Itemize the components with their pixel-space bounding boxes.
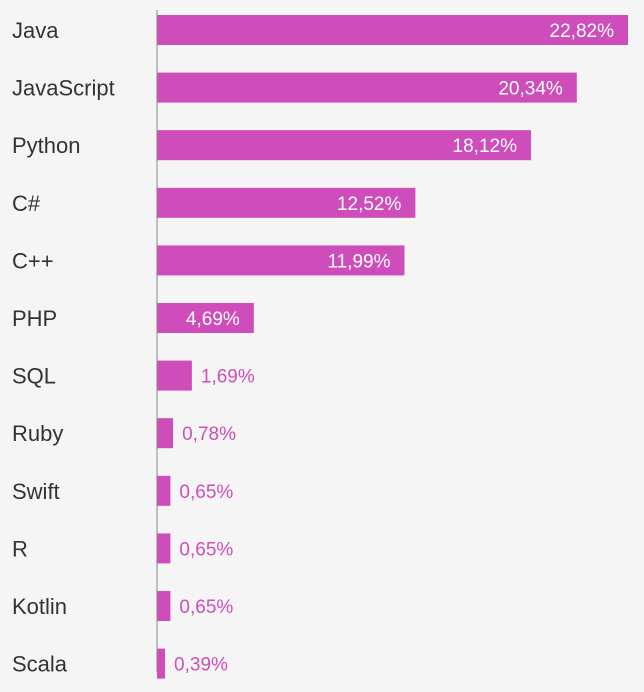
value-label: 0,78% (182, 424, 236, 445)
bar-ruby (157, 418, 174, 449)
value-label: 0,65% (179, 539, 233, 560)
bar-cplusplus (157, 245, 405, 276)
value-label: 12,52% (337, 194, 402, 215)
category-label: Kotlin (12, 594, 67, 619)
bar-javascript (157, 72, 577, 103)
category-label: C++ (12, 248, 54, 273)
value-label: 1,69% (201, 367, 255, 388)
category-label: C# (12, 191, 41, 216)
category-label: Java (12, 18, 59, 43)
bar-r (157, 533, 171, 564)
category-label: Scala (12, 652, 68, 677)
bar-sql (157, 360, 192, 391)
bar-php (157, 303, 254, 333)
category-label: Python (12, 133, 81, 158)
value-label: 20,34% (498, 79, 563, 100)
value-label: 11,99% (327, 251, 390, 272)
category-label: SQL (12, 364, 56, 389)
value-labels-group: 22,82% 20,34% 18,12% 12,52% 11,99% 4,69% 1,69%… (174, 21, 614, 676)
value-label: 22,82% (550, 21, 615, 42)
category-label: PHP (12, 306, 57, 331)
bar-scala (157, 648, 166, 679)
bars-group (157, 15, 628, 679)
value-label: 18,12% (453, 136, 518, 157)
bar-csharp (157, 187, 416, 218)
category-label: R (12, 536, 28, 561)
bar-kotlin (157, 591, 171, 621)
category-label: Ruby (12, 421, 63, 446)
value-label: 0,39% (174, 655, 228, 676)
bar-swift (157, 475, 171, 506)
bar-java (157, 15, 628, 45)
category-label: JavaScript (12, 76, 115, 101)
category-labels-group: Java JavaScript Python C# C++ PHP SQL Ruby Swift… (12, 18, 115, 677)
value-label: 0,65% (179, 597, 233, 618)
bar-python (157, 130, 531, 161)
value-label: 4,69% (186, 309, 240, 330)
category-label: Swift (12, 479, 60, 504)
value-label: 0,65% (179, 482, 233, 503)
